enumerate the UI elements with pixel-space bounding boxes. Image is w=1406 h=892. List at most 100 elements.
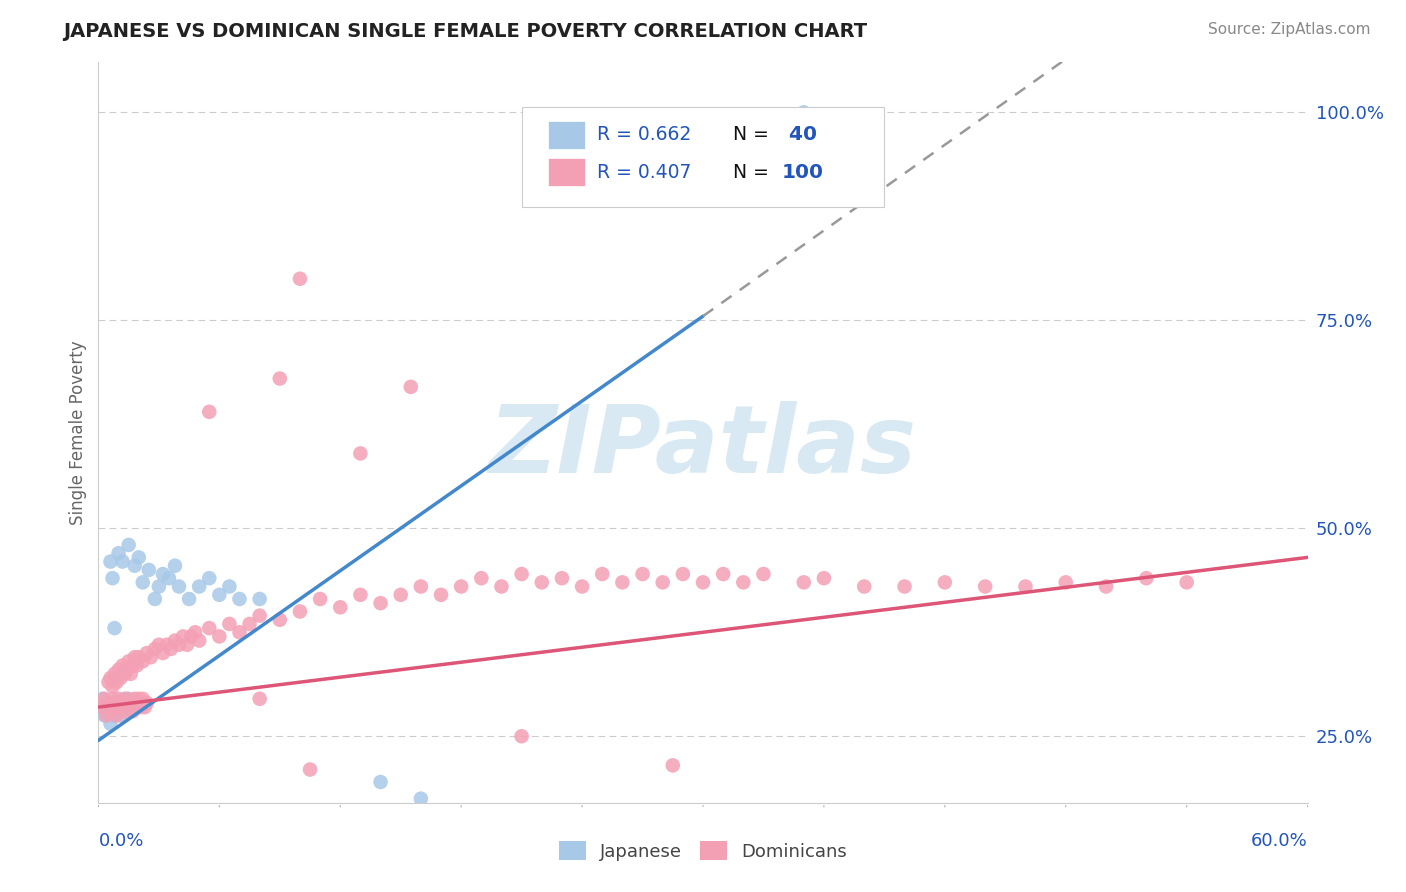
Point [103,666,125,681]
Text: N =: N = [734,162,769,181]
Point [450,580,472,594]
Point [132,691,155,706]
Point [124,691,146,706]
Point [1135,571,1157,585]
Point [107,546,129,560]
Point [91,700,114,714]
Point [111,658,134,673]
Point [239,616,262,631]
Point [198,405,221,419]
Point [692,575,714,590]
Point [631,567,654,582]
Point [129,700,152,714]
Point [198,571,221,585]
Point [138,563,160,577]
Point [107,663,129,677]
Point [309,592,332,607]
Point [208,629,231,643]
Point [120,696,142,710]
Point [148,580,170,594]
Point [124,650,146,665]
Point [103,700,125,714]
Point [110,708,132,723]
Point [249,691,271,706]
Point [180,629,202,643]
Point [132,654,155,668]
Point [115,691,138,706]
Point [100,555,122,569]
Point [128,691,150,706]
Point [114,666,136,681]
Point [105,675,128,690]
Text: 40: 40 [782,126,817,145]
Point [110,671,132,685]
Point [114,691,136,706]
Point [107,704,129,718]
Point [853,580,876,594]
Point [100,716,122,731]
Point [118,654,141,668]
Point [349,446,371,460]
Point [132,575,155,590]
Point [711,567,734,582]
Point [121,658,143,673]
Point [1175,575,1198,590]
Point [100,704,122,718]
Point [228,592,250,607]
Point [893,580,915,594]
Point [218,616,240,631]
Point [143,592,166,607]
Point [733,575,755,590]
Point [110,700,132,714]
Point [651,575,673,590]
Point [269,613,291,627]
Point [105,696,128,710]
Point [551,571,574,585]
Point [128,550,150,565]
Point [111,555,134,569]
Point [370,596,392,610]
Point [114,704,136,718]
Point [134,700,156,714]
Point [135,646,157,660]
Point [409,791,432,805]
Point [105,708,128,723]
Point [1095,580,1118,594]
Point [591,567,613,582]
Point [97,704,120,718]
Point [156,638,179,652]
Text: ZIPatlas: ZIPatlas [489,401,917,493]
Point [288,271,311,285]
Point [118,700,141,714]
Point [176,638,198,652]
Point [118,538,141,552]
Point [93,708,115,723]
Point [101,571,124,585]
Point [470,571,492,585]
Point [163,633,186,648]
Point [793,105,815,120]
Text: R = 0.407: R = 0.407 [596,162,690,181]
Point [124,558,146,573]
Point [157,571,180,585]
Point [389,588,412,602]
Point [299,763,322,777]
Point [128,650,150,665]
Point [125,700,148,714]
Point [96,708,118,723]
Text: 0.0%: 0.0% [98,832,143,850]
Point [163,558,186,573]
Point [93,691,115,706]
Point [218,580,240,594]
Point [349,588,371,602]
Point [115,663,138,677]
Text: JAPANESE VS DOMINICAN SINGLE FEMALE POVERTY CORRELATION CHART: JAPANESE VS DOMINICAN SINGLE FEMALE POVE… [63,22,868,41]
Text: N =: N = [734,126,769,145]
Point [188,633,211,648]
Point [97,696,120,710]
Point [125,658,148,673]
Point [269,371,291,385]
Point [208,588,231,602]
Point [672,567,695,582]
Point [167,580,190,594]
